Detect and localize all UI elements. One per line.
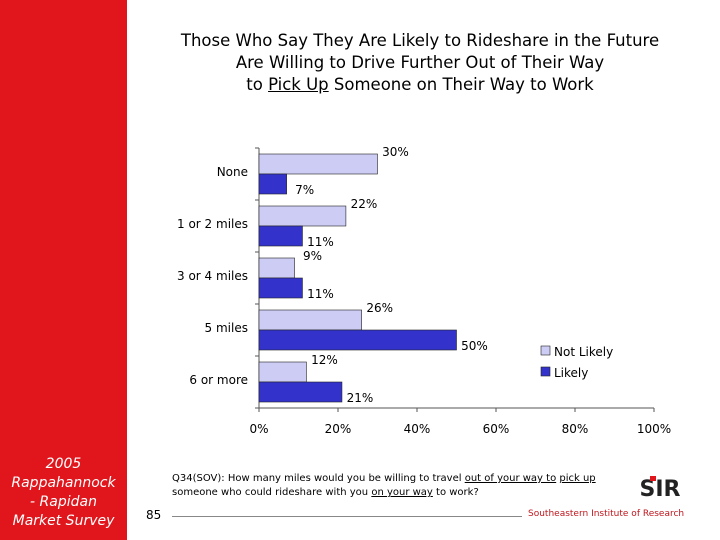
svg-text:SIR: SIR bbox=[640, 477, 681, 502]
x-tick-label: 100% bbox=[637, 422, 671, 436]
footnote: Q34(SOV): How many miles would you be wi… bbox=[172, 473, 596, 498]
title-line-3: to Pick Up Someone on Their Way to Work bbox=[246, 75, 594, 94]
title-line-2: Are Willing to Drive Further Out of Thei… bbox=[235, 53, 605, 72]
bar-not-likely bbox=[258, 205, 347, 227]
data-label-not-likely: 9% bbox=[303, 249, 322, 263]
legend-label-not-likely: Not Likely bbox=[554, 345, 613, 359]
x-tick-label: 40% bbox=[404, 422, 431, 436]
data-label-not-likely: 22% bbox=[351, 197, 378, 211]
x-tick-label: 80% bbox=[562, 422, 589, 436]
chart-title: Those Who Say They Are Likely to Ridesha… bbox=[150, 30, 690, 96]
category-label: None bbox=[217, 165, 248, 179]
title-line-1: Those Who Say They Are Likely to Ridesha… bbox=[180, 31, 660, 50]
bar-likely bbox=[258, 381, 343, 403]
data-label-likely: 21% bbox=[347, 391, 374, 405]
bar-not-likely bbox=[258, 361, 307, 383]
category-label: 6 or more bbox=[189, 373, 248, 387]
data-label-likely: 50% bbox=[461, 339, 488, 353]
legend-swatch-not-likely bbox=[540, 345, 551, 356]
organization-name: Southeastern Institute of Research bbox=[528, 509, 685, 519]
x-tick-label: 60% bbox=[483, 422, 510, 436]
data-label-not-likely: 12% bbox=[311, 353, 338, 367]
bar-likely bbox=[258, 173, 287, 195]
bar-not-likely bbox=[258, 257, 295, 279]
legend-label-likely: Likely bbox=[554, 366, 588, 380]
sidebar: 2005 Rappahannock - Rapidan Market Surve… bbox=[0, 0, 127, 540]
page-number: 85 bbox=[146, 508, 162, 522]
x-tick-label: 0% bbox=[249, 422, 268, 436]
data-label-likely: 7% bbox=[295, 183, 314, 197]
x-tick-label: 20% bbox=[325, 422, 352, 436]
category-label: 1 or 2 miles bbox=[177, 217, 248, 231]
footer-divider bbox=[172, 516, 522, 517]
legend-swatch-likely bbox=[540, 366, 551, 377]
data-label-likely: 11% bbox=[307, 235, 334, 249]
category-label: 3 or 4 miles bbox=[177, 269, 248, 283]
category-label: 5 miles bbox=[205, 321, 248, 335]
data-label-likely: 11% bbox=[307, 287, 334, 301]
data-label-not-likely: 26% bbox=[366, 301, 393, 315]
bar-likely bbox=[258, 225, 303, 247]
bar-not-likely bbox=[258, 309, 362, 331]
bar-likely bbox=[258, 329, 457, 351]
bar-likely bbox=[258, 277, 303, 299]
sir-logo: SIR bbox=[640, 476, 681, 502]
data-label-not-likely: 30% bbox=[382, 145, 409, 159]
survey-label: 2005 Rappahannock - Rapidan Market Surve… bbox=[11, 456, 116, 529]
bar-not-likely bbox=[258, 153, 378, 175]
